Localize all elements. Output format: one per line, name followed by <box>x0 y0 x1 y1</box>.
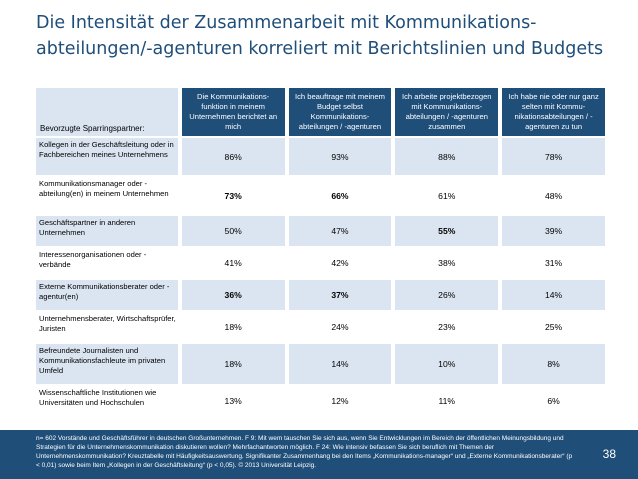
row-label: Geschäftspartner in anderen Unternehmen <box>36 216 178 246</box>
table-cell: 24% <box>288 312 392 342</box>
table-row: Unternehmensberater, Wirtschaftsprüfer, … <box>36 312 605 342</box>
column-header-1: Die Kommunikations-funktion in meinem Un… <box>181 88 285 136</box>
table-cell: 38% <box>395 248 499 278</box>
row-label: Kollegen in der Geschäftsleitung oder in… <box>36 138 178 175</box>
table-cell: 14% <box>502 280 605 310</box>
table-body: Kollegen in der Geschäftsleitung oder in… <box>36 138 605 416</box>
row-label: Kommunikationsmanager oder -abteilung(en… <box>36 177 178 214</box>
page-number: 38 <box>602 447 616 461</box>
table-cell: 42% <box>288 248 392 278</box>
table-cell: 14% <box>288 344 392 384</box>
table-row: Interessenorganisationen oder -verbände 4… <box>36 248 605 278</box>
row-label: Unternehmensberater, Wirtschaftsprüfer, … <box>36 312 178 342</box>
table-row: Kommunikationsmanager oder -abteilung(en… <box>36 177 605 214</box>
table-cell: 26% <box>395 280 499 310</box>
table-cell: 55% <box>395 216 499 246</box>
title-line-2: abteilungen/-agenturen korreliert mit Be… <box>36 39 604 59</box>
table-cell: 10% <box>395 344 499 384</box>
table-cell: 47% <box>288 216 392 246</box>
row-label: Externe Kommunikationsberater oder -agen… <box>36 280 178 310</box>
row-label: Wissenschaftliche Institutionen wie Univ… <box>36 386 178 416</box>
table-cell: 41% <box>181 248 285 278</box>
table-header: Bevorzugte Sparringspartner: Die Kommuni… <box>36 88 605 136</box>
table-cell: 88% <box>395 138 499 175</box>
table-cell: 25% <box>502 312 605 342</box>
column-header-3: Ich arbeite projektbezogen mit Kommunika… <box>395 88 499 136</box>
table-cell: 78% <box>502 138 605 175</box>
column-header-4: Ich habe nie oder nur ganz selten mit Ko… <box>502 88 605 136</box>
table-cell: 13% <box>181 386 285 416</box>
footnote: n= 602 Vorstände und Geschäftsführer in … <box>36 435 573 469</box>
table-cell: 61% <box>395 177 499 214</box>
table-cell: 8% <box>502 344 605 384</box>
table-cell: 39% <box>502 216 605 246</box>
table-cell: 6% <box>502 386 605 416</box>
table-cell: 36% <box>181 280 285 310</box>
table-cell: 93% <box>288 138 392 175</box>
table-cell: 18% <box>181 344 285 384</box>
table-row: Geschäftspartner in anderen Unternehmen 5… <box>36 216 605 246</box>
table-row: Befreundete Journalisten und Kommunikati… <box>36 344 605 384</box>
table-cell: 48% <box>502 177 605 214</box>
table-cell: 50% <box>181 216 285 246</box>
page-title: Die Intensität der Zusammenarbeit mit Ko… <box>36 10 626 62</box>
column-header-2: Ich beauftrage mit meinem Budget selbst … <box>288 88 392 136</box>
table-cell: 11% <box>395 386 499 416</box>
table-row: Wissenschaftliche Institutionen wie Univ… <box>36 386 605 416</box>
table-cell: 37% <box>288 280 392 310</box>
table-cell: 86% <box>181 138 285 175</box>
table-cell: 31% <box>502 248 605 278</box>
table-cell: 66% <box>288 177 392 214</box>
row-header-label: Bevorzugte Sparringspartner: <box>36 88 178 136</box>
row-label: Interessenorganisationen oder -verbände <box>36 248 178 278</box>
footer-bar: n= 602 Vorstände und Geschäftsführer in … <box>0 430 638 479</box>
table-row: Externe Kommunikationsberater oder -agen… <box>36 280 605 310</box>
table-cell: 73% <box>181 177 285 214</box>
table-cell: 18% <box>181 312 285 342</box>
table-cell: 12% <box>288 386 392 416</box>
table-cell: 23% <box>395 312 499 342</box>
title-line-1: Die Intensität der Zusammenarbeit mit Ko… <box>36 13 537 33</box>
table-row: Kollegen in der Geschäftsleitung oder in… <box>36 138 605 175</box>
row-label: Befreundete Journalisten und Kommunikati… <box>36 344 178 384</box>
data-table: Bevorzugte Sparringspartner: Die Kommuni… <box>36 88 605 416</box>
